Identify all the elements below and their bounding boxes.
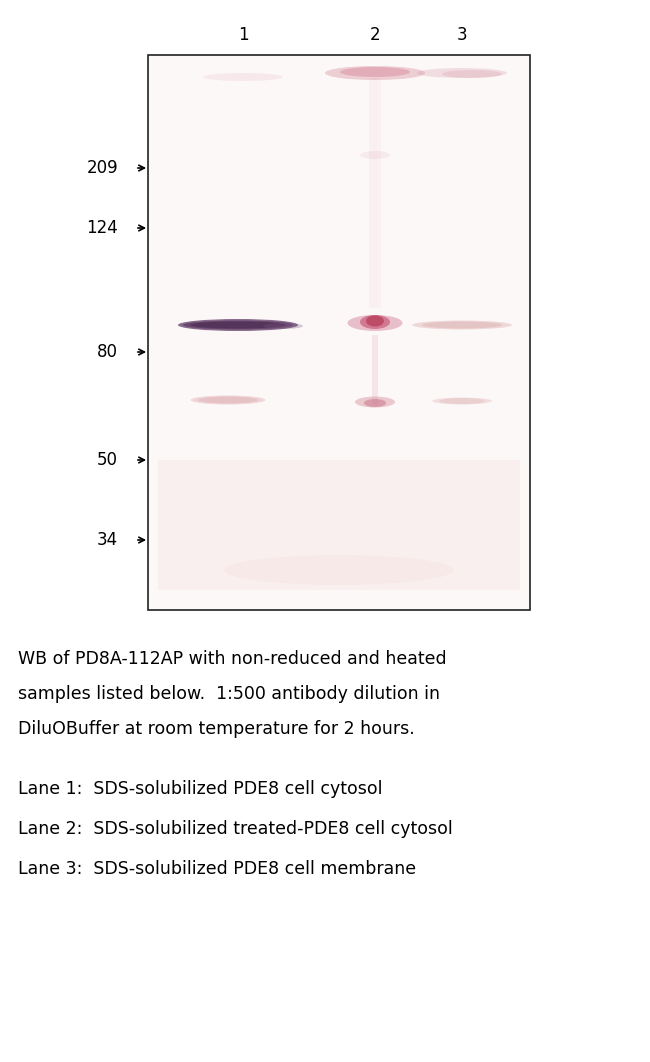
Text: 209: 209 bbox=[86, 159, 118, 177]
Text: WB of PD8A-112AP with non-reduced and heated: WB of PD8A-112AP with non-reduced and he… bbox=[18, 650, 447, 668]
Text: 80: 80 bbox=[97, 343, 118, 361]
Text: 3: 3 bbox=[457, 25, 467, 44]
Text: DiluOBuffer at room temperature for 2 hours.: DiluOBuffer at room temperature for 2 ho… bbox=[18, 720, 415, 738]
Ellipse shape bbox=[412, 321, 512, 329]
Ellipse shape bbox=[355, 396, 395, 408]
Ellipse shape bbox=[432, 397, 492, 405]
FancyBboxPatch shape bbox=[148, 55, 530, 610]
Ellipse shape bbox=[439, 398, 484, 404]
Ellipse shape bbox=[442, 70, 502, 78]
FancyBboxPatch shape bbox=[373, 78, 377, 308]
Ellipse shape bbox=[224, 555, 454, 585]
Ellipse shape bbox=[348, 315, 402, 331]
Ellipse shape bbox=[178, 319, 298, 331]
Ellipse shape bbox=[340, 67, 410, 78]
Text: 2: 2 bbox=[370, 25, 380, 44]
FancyBboxPatch shape bbox=[369, 78, 373, 308]
Text: samples listed below.  1:500 antibody dilution in: samples listed below. 1:500 antibody dil… bbox=[18, 685, 440, 703]
Ellipse shape bbox=[190, 322, 285, 328]
Text: 124: 124 bbox=[86, 219, 118, 237]
Ellipse shape bbox=[263, 323, 303, 329]
Ellipse shape bbox=[417, 68, 507, 78]
Ellipse shape bbox=[325, 66, 425, 80]
Text: Lane 2:  SDS-solubilized treated-PDE8 cell cytosol: Lane 2: SDS-solubilized treated-PDE8 cel… bbox=[18, 820, 453, 838]
Text: 1: 1 bbox=[238, 25, 248, 44]
Text: Lane 3:  SDS-solubilized PDE8 cell membrane: Lane 3: SDS-solubilized PDE8 cell membra… bbox=[18, 860, 416, 878]
Ellipse shape bbox=[364, 399, 386, 407]
Text: 50: 50 bbox=[97, 451, 118, 469]
Ellipse shape bbox=[360, 315, 390, 329]
Ellipse shape bbox=[203, 73, 283, 81]
Ellipse shape bbox=[198, 396, 258, 404]
Text: 34: 34 bbox=[97, 531, 118, 549]
Ellipse shape bbox=[366, 315, 384, 326]
Ellipse shape bbox=[190, 395, 265, 405]
Text: Lane 1:  SDS-solubilized PDE8 cell cytosol: Lane 1: SDS-solubilized PDE8 cell cytoso… bbox=[18, 780, 382, 798]
Ellipse shape bbox=[360, 151, 390, 159]
FancyBboxPatch shape bbox=[158, 460, 520, 590]
FancyBboxPatch shape bbox=[372, 335, 378, 405]
Ellipse shape bbox=[422, 322, 502, 328]
FancyBboxPatch shape bbox=[377, 78, 381, 308]
Ellipse shape bbox=[183, 321, 293, 329]
